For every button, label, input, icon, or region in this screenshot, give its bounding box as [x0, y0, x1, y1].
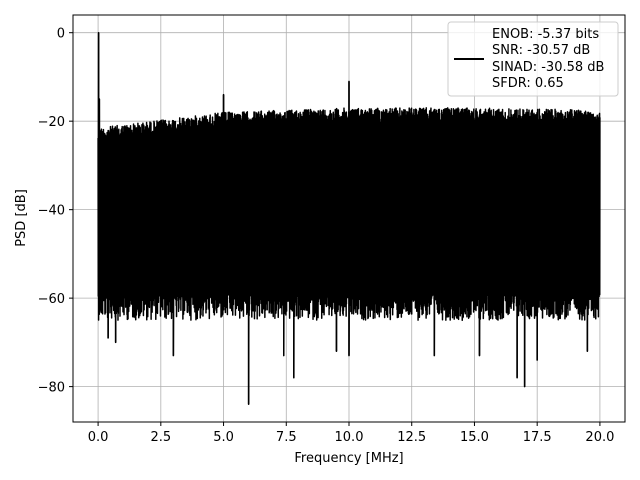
series-layer	[97, 31, 601, 406]
y-tick-label: 0	[57, 27, 65, 42]
y-tick-label: −80	[38, 381, 65, 396]
legend-box	[447, 21, 619, 97]
legend-entry-enob: ENOB: -5.37 bits	[492, 27, 599, 42]
x-tick-label: 17.5	[523, 430, 552, 445]
legend-entry-snr: SNR: -30.57 dB	[492, 43, 590, 58]
x-axis-label: Frequency [MHz]	[294, 451, 403, 466]
y-tick-label: −40	[38, 204, 65, 219]
legend-entry-sfdr: SFDR: 0.65	[492, 76, 564, 91]
x-tick-label: 7.5	[276, 430, 297, 445]
legend: ENOB: -5.37 bits SNR: -30.57 dB SINAD: -…	[447, 21, 619, 97]
x-tick-label: 2.5	[150, 430, 171, 445]
x-tick-label: 12.5	[397, 430, 426, 445]
x-tick-label: 10.0	[335, 430, 364, 445]
y-tick-label: −20	[38, 115, 65, 130]
legend-entry-sinad: SINAD: -30.58 dB	[492, 60, 604, 75]
x-tick-label: 20.0	[585, 430, 614, 445]
y-axis-label: PSD [dB]	[14, 189, 29, 247]
tick-layer: 0.0 2.5 5.0 7.5 10.0 12.5 15.0 17.5 20.0 0 −20 −40 −…	[38, 27, 615, 445]
x-tick-label: 15.0	[460, 430, 489, 445]
x-tick-label: 5.0	[213, 430, 234, 445]
y-tick-label: −60	[38, 292, 65, 307]
x-tick-label: 0.0	[88, 430, 109, 445]
